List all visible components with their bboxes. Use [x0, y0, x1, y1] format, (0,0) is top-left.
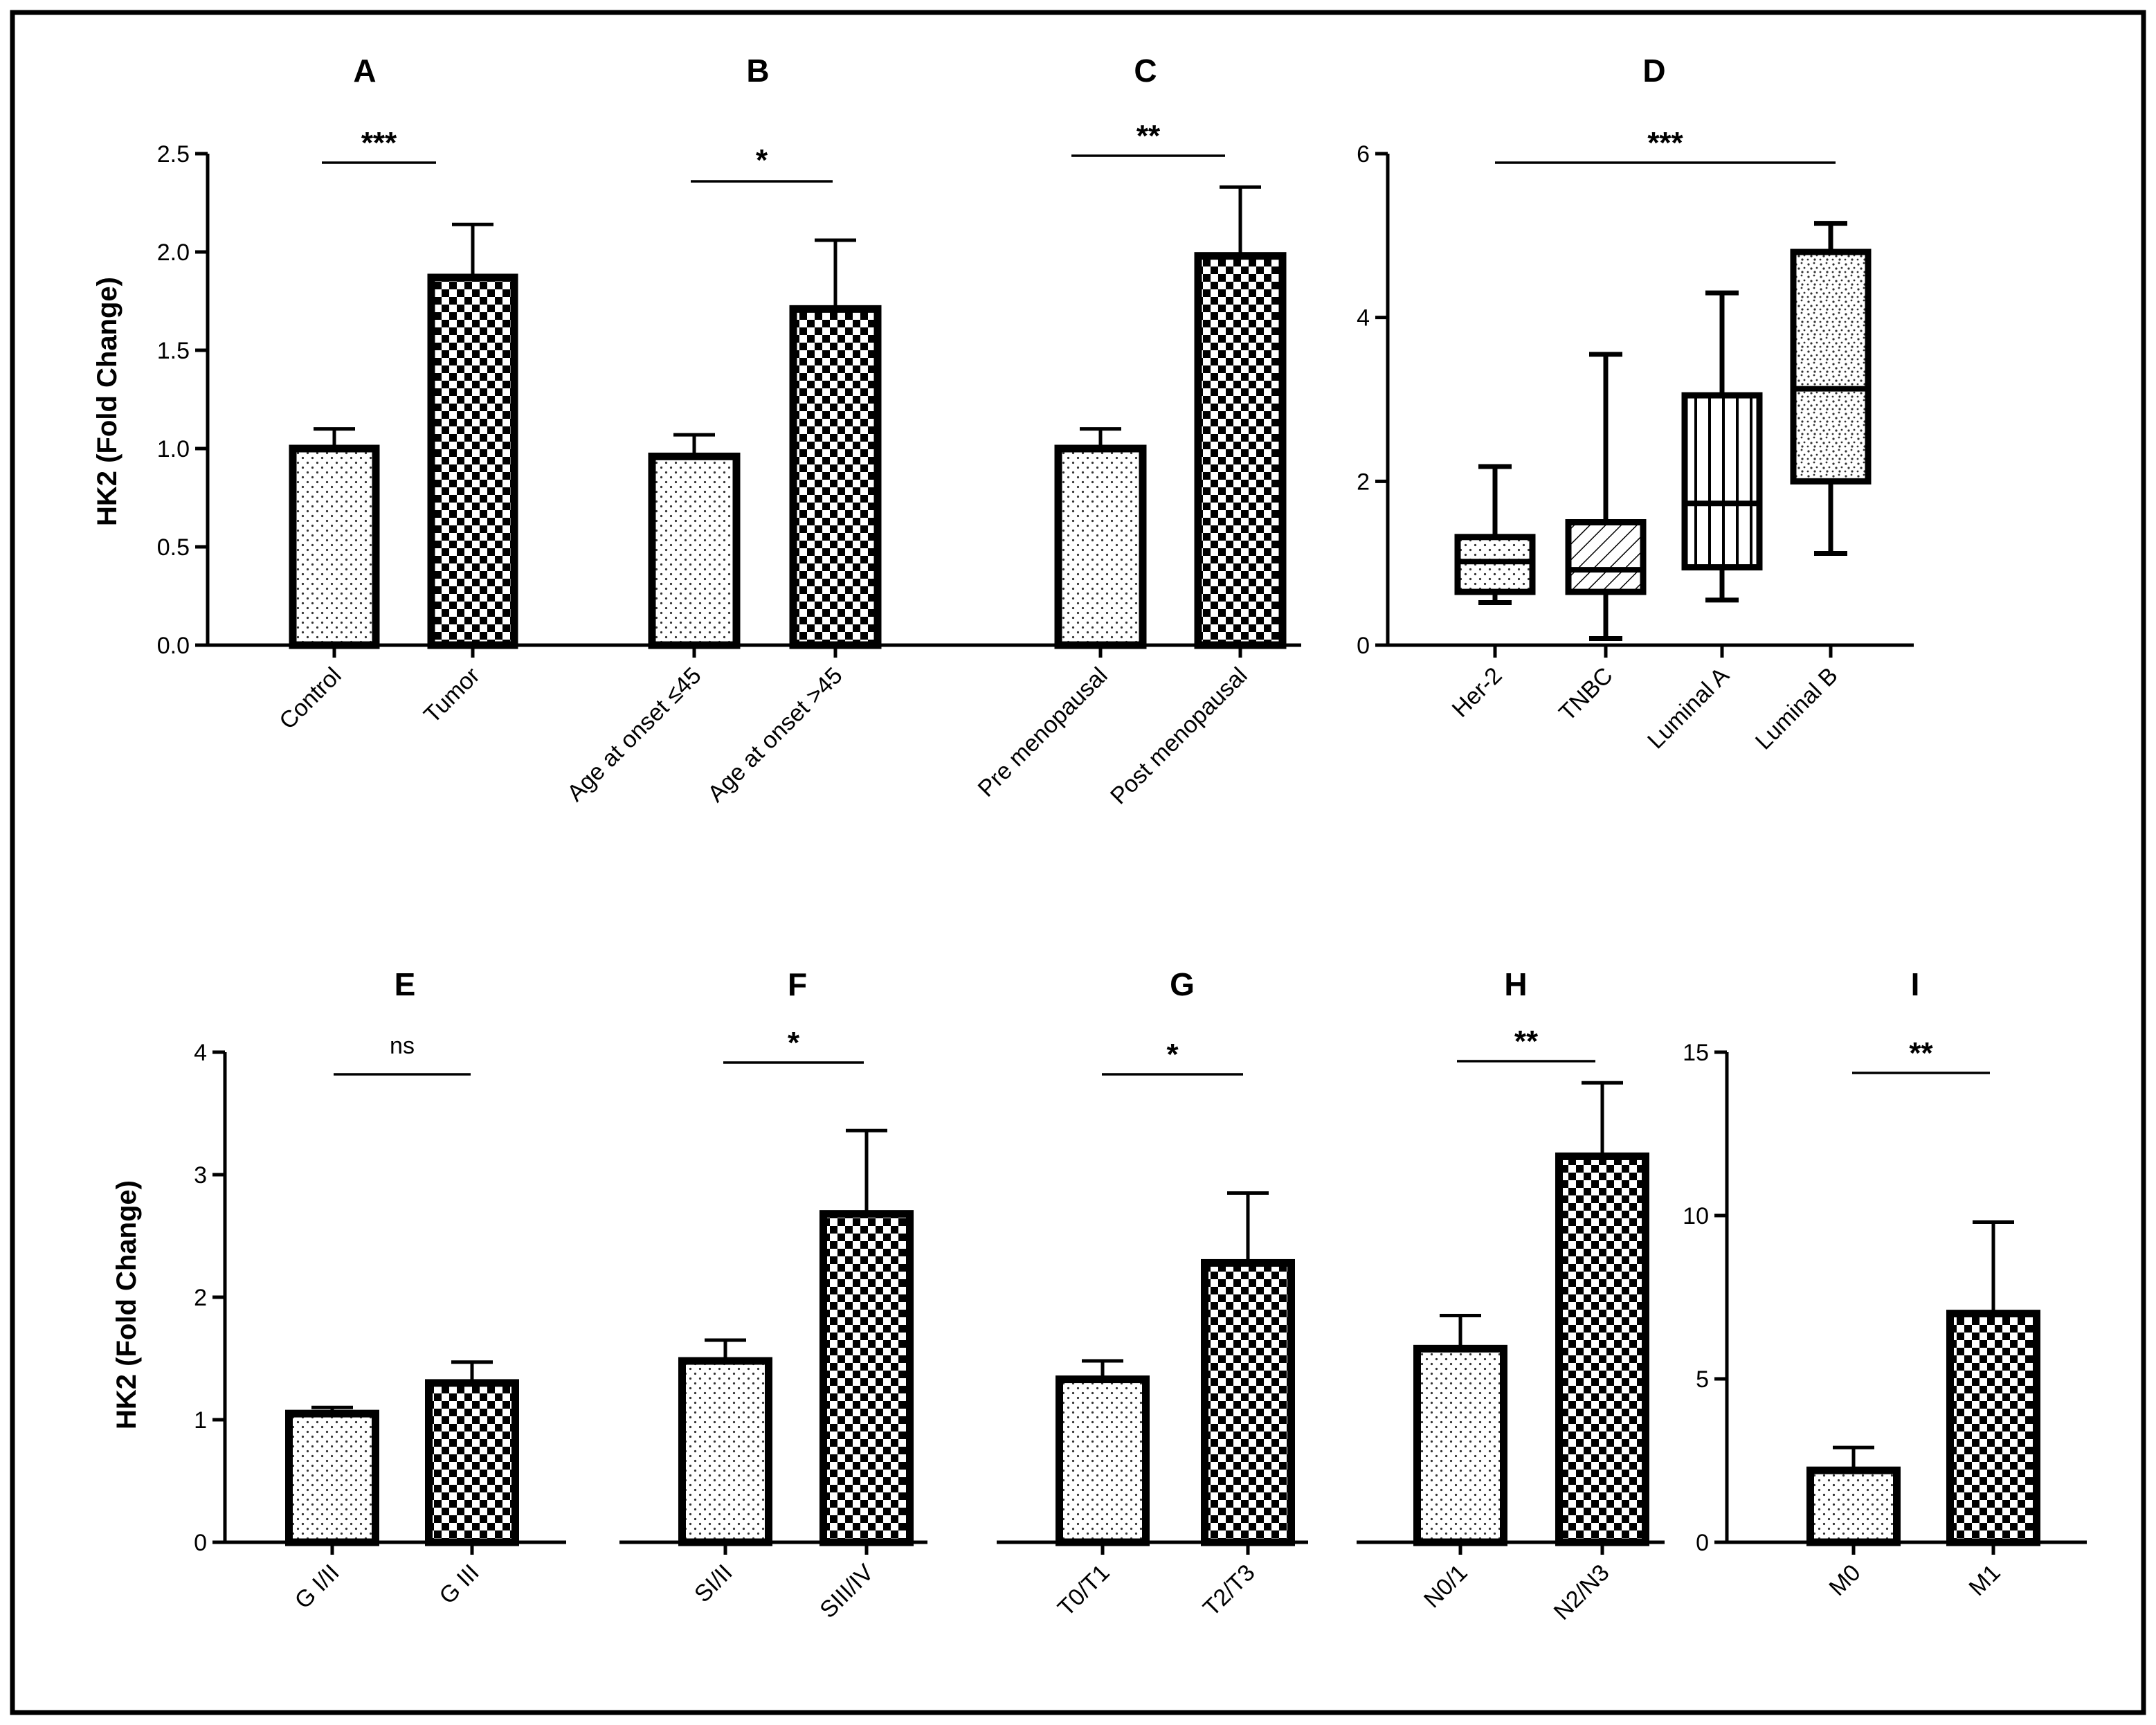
y-tick-label: 0: [1696, 1530, 1709, 1556]
panel-letter: F: [788, 966, 807, 1002]
panel-letter: A: [353, 53, 376, 89]
significance-label: ***: [361, 126, 397, 160]
panel-i: I 0 5 10 15 M0 M1 **: [1683, 966, 2087, 1601]
significance-label: **: [1514, 1024, 1539, 1058]
bar: [819, 1210, 914, 1546]
significance-label: ***: [1647, 126, 1683, 160]
bar: [1056, 1375, 1150, 1546]
bar: [425, 1379, 519, 1546]
y-tick-label: 4: [1357, 305, 1370, 332]
y-axis-label-bottom: HK2 (Fold Change): [111, 1180, 142, 1429]
panel-e: E 0 1 2 3 4 G I/II G III ns: [194, 966, 566, 1614]
panel-a: A 0.0 0.5 1.0 1.5 2.0 2.5 Control Tumor ***: [157, 53, 564, 734]
box: [1681, 392, 1763, 571]
significance-label: *: [788, 1026, 800, 1060]
x-tick-label: Age at onset >45: [703, 662, 847, 807]
panel-letter: D: [1642, 53, 1665, 89]
panel-d: D 0 2 4 6 Her-2 TNBC Luminal A Luminal B ***: [1357, 53, 1914, 755]
x-tick-label: Post menopausal: [1105, 662, 1253, 810]
x-tick-label: N0/1: [1419, 1560, 1473, 1614]
significance-label: ns: [390, 1033, 415, 1059]
box: [1790, 249, 1872, 485]
bar: [1413, 1344, 1507, 1546]
y-tick-label: 2: [1357, 469, 1370, 495]
y-tick-label: 0.0: [157, 633, 190, 659]
panel-letter: H: [1504, 966, 1527, 1002]
bar: [427, 273, 518, 649]
bar: [1806, 1466, 1901, 1546]
significance-label: **: [1909, 1036, 1933, 1070]
bar: [289, 444, 380, 649]
bar: [1555, 1152, 1649, 1546]
figure-border: [10, 10, 2146, 1715]
y-tick-label: 0: [1357, 633, 1370, 659]
significance-label: *: [1166, 1038, 1179, 1072]
x-tick-label: M1: [1964, 1560, 2005, 1601]
panel-f: F SI/II SIII/IV *: [619, 966, 927, 1623]
x-tick-label: Control: [274, 662, 346, 734]
y-tick-label: 2: [194, 1285, 207, 1311]
significance-label: **: [1136, 119, 1161, 153]
bar: [648, 452, 741, 649]
box: [1454, 534, 1536, 595]
panel-letter: C: [1134, 53, 1157, 89]
x-tick-label: T2/T3: [1198, 1560, 1260, 1622]
bar: [789, 305, 882, 649]
box: [1565, 519, 1647, 595]
panel-letter: G: [1170, 966, 1195, 1002]
significance-label: *: [756, 143, 768, 177]
x-tick-label: Her-2: [1447, 662, 1507, 723]
bar: [1054, 444, 1147, 649]
y-tick-label: 3: [194, 1162, 207, 1189]
x-tick-label: Pre menopausal: [973, 662, 1113, 802]
y-tick-label: 2.0: [157, 240, 190, 266]
y-axis-label-top: HK2 (Fold Change): [92, 277, 123, 526]
y-tick-label: 0.5: [157, 534, 190, 561]
y-tick-label: 2.5: [157, 141, 190, 168]
x-tick-label: N2/N3: [1549, 1560, 1615, 1625]
x-tick-label: T0/T1: [1053, 1560, 1115, 1622]
y-tick-label: 1.0: [157, 436, 190, 462]
bar: [1946, 1310, 2040, 1546]
x-tick-label: G III: [434, 1560, 484, 1609]
panel-letter: I: [1911, 966, 1920, 1002]
y-tick-label: 4: [194, 1040, 207, 1066]
x-tick-label: G I/II: [290, 1560, 345, 1614]
y-tick-label: 1.5: [157, 338, 190, 364]
y-tick-label: 0: [194, 1530, 207, 1556]
x-tick-label: SI/II: [689, 1560, 738, 1608]
x-tick-label: Age at onset ≤45: [562, 662, 706, 806]
y-tick-label: 5: [1696, 1366, 1709, 1393]
x-tick-label: M0: [1824, 1560, 1865, 1601]
y-tick-label: 1: [194, 1407, 207, 1434]
y-tick-label: 10: [1683, 1203, 1709, 1229]
bar: [1194, 252, 1287, 649]
x-tick-label: Tumor: [419, 662, 484, 728]
panel-g: G T0/T1 T2/T3 *: [997, 966, 1308, 1621]
panel-letter: B: [746, 53, 769, 89]
x-tick-label: TNBC: [1554, 662, 1618, 726]
panel-letter: E: [395, 966, 416, 1002]
y-tick-label: 6: [1357, 141, 1370, 168]
x-tick-label: Luminal B: [1750, 662, 1843, 755]
x-tick-label: Luminal A: [1642, 662, 1734, 755]
x-tick-label: SIII/IV: [815, 1560, 879, 1624]
bar: [285, 1409, 379, 1546]
bar: [678, 1357, 772, 1546]
bar: [1201, 1258, 1295, 1546]
panel-h: H N0/1 N2/N3 **: [1357, 966, 1665, 1625]
y-tick-label: 15: [1683, 1040, 1709, 1066]
